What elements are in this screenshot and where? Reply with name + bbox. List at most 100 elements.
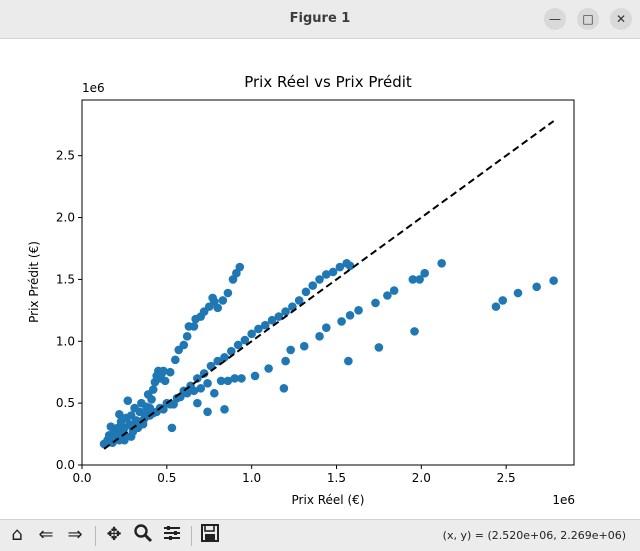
- data-point: [193, 398, 202, 408]
- pan-icon[interactable]: ✥: [106, 524, 122, 545]
- data-point: [410, 327, 419, 336]
- data-point: [286, 345, 295, 355]
- back-icon[interactable]: ⇐: [38, 524, 54, 545]
- data-point: [189, 386, 199, 396]
- data-point: [322, 323, 331, 332]
- y-axis-ticks: 0.0 0.5 1.0 1.5 2.0 2.5: [56, 149, 82, 472]
- x-axis-ticks: 0.0 0.5 1.0 1.5 2.0 2.5: [72, 465, 516, 485]
- data-point: [498, 296, 508, 305]
- toolbar-separator: [191, 526, 192, 546]
- y-tick-label: 2.0: [56, 211, 75, 225]
- data-point: [220, 353, 229, 362]
- y-axis-label: Prix Prédit (€): [27, 241, 41, 323]
- save-icon[interactable]: [198, 523, 222, 547]
- data-point: [223, 376, 233, 386]
- data-point: [196, 383, 206, 393]
- data-point: [216, 376, 226, 386]
- data-point: [315, 332, 324, 341]
- navigation-toolbar: ⌂ ⇐ ⇒ ✥ (x, y) = (2.520e+06, 2.269e+06): [0, 519, 640, 551]
- y-axis-offset-text: 1e6: [82, 81, 105, 95]
- data-point: [532, 282, 541, 292]
- data-point: [264, 364, 273, 373]
- data-point: [345, 310, 355, 320]
- data-point: [389, 286, 399, 295]
- data-point: [337, 317, 346, 326]
- home-icon[interactable]: ⌂: [11, 524, 23, 545]
- data-point: [203, 407, 212, 417]
- data-point: [437, 259, 446, 268]
- maximize-button[interactable]: □: [577, 8, 599, 30]
- data-point: [247, 329, 256, 339]
- data-point: [299, 341, 309, 351]
- data-point: [250, 371, 260, 381]
- data-point: [267, 315, 277, 325]
- data-point: [182, 332, 192, 341]
- data-point: [237, 374, 246, 383]
- data-point: [218, 296, 228, 305]
- y-tick-label: 1.0: [56, 334, 75, 348]
- data-point: [167, 423, 177, 433]
- reference-line: [103, 120, 555, 450]
- data-point: [254, 324, 263, 334]
- data-point: [260, 320, 270, 330]
- data-point: [159, 366, 168, 376]
- data-point: [335, 262, 345, 272]
- data-point: [115, 409, 124, 419]
- data-point: [549, 276, 558, 285]
- data-point: [354, 306, 363, 315]
- data-point: [169, 400, 178, 409]
- data-point: [226, 346, 236, 356]
- figure-canvas[interactable]: Prix Réel vs Prix Prédit 1e6 1e6 Prix Ré…: [0, 39, 640, 519]
- data-point: [223, 288, 233, 298]
- data-point: [126, 432, 136, 441]
- data-point: [374, 343, 384, 352]
- data-point: [279, 383, 289, 393]
- data-point: [171, 355, 180, 365]
- data-point: [344, 356, 353, 366]
- data-point: [420, 268, 430, 278]
- y-tick-label: 1.5: [56, 272, 75, 286]
- x-axis-offset-text: 1e6: [552, 493, 575, 507]
- data-point: [315, 275, 324, 284]
- data-point: [281, 356, 290, 366]
- data-point: [179, 340, 189, 350]
- data-point: [240, 335, 250, 345]
- data-point: [322, 270, 331, 279]
- window-title: Figure 1: [289, 11, 351, 26]
- data-point: [371, 298, 380, 308]
- close-button[interactable]: ✕: [610, 8, 632, 30]
- window-titlebar: Figure 1 — □ ✕: [0, 0, 640, 39]
- y-tick-label: 0.5: [56, 396, 75, 410]
- data-point: [147, 395, 156, 404]
- data-point: [345, 261, 355, 271]
- data-point: [383, 291, 392, 300]
- data-point: [199, 369, 209, 378]
- data-point: [408, 275, 418, 284]
- y-tick-label: 0.0: [56, 458, 75, 472]
- subplots-config-icon[interactable]: [160, 523, 184, 547]
- zoom-icon[interactable]: [131, 523, 155, 547]
- y-tick-label: 2.5: [56, 149, 75, 163]
- data-point: [513, 288, 523, 298]
- x-tick-label: 2.5: [497, 471, 516, 485]
- plot-frame: [81, 99, 575, 466]
- data-point: [123, 396, 133, 405]
- x-tick-label: 0.5: [157, 471, 176, 485]
- data-point: [220, 405, 229, 414]
- data-point: [294, 296, 304, 305]
- x-tick-label: 1.0: [242, 471, 261, 485]
- x-axis-label: Prix Réel (€): [292, 493, 365, 507]
- minimize-button[interactable]: —: [544, 8, 566, 30]
- data-point: [308, 281, 318, 290]
- data-point: [301, 287, 311, 297]
- toolbar-separator: [95, 526, 96, 546]
- data-point: [193, 374, 202, 383]
- data-point: [233, 340, 243, 350]
- data-point: [281, 307, 290, 316]
- x-tick-label: 1.5: [327, 471, 346, 485]
- forward-icon[interactable]: ⇒: [67, 524, 83, 545]
- data-point: [189, 322, 199, 331]
- data-point: [148, 385, 158, 394]
- data-point: [210, 388, 219, 398]
- data-point: [213, 303, 223, 313]
